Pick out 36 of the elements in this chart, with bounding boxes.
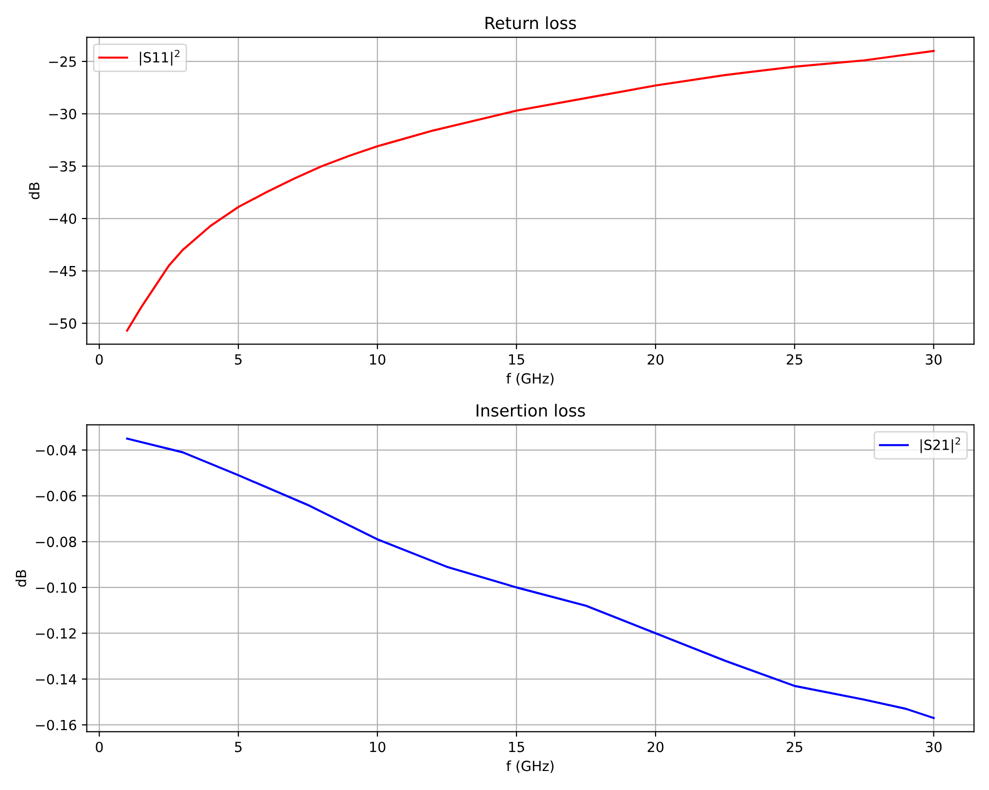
x-tick-label: 10	[370, 742, 386, 752]
y-tick-label: −0.14	[36, 674, 76, 685]
x-axis-title: f (GHz)	[506, 372, 554, 386]
x-tick-label: 30	[926, 742, 942, 752]
x-tick-label: 0	[96, 742, 103, 752]
x-tick-label: 20	[648, 354, 664, 365]
x-tick-label: 5	[235, 354, 242, 365]
x-tick-label: 25	[786, 354, 802, 365]
x-tick-label: 20	[648, 742, 664, 752]
legend-label: |S11|$^{2}$	[140, 50, 180, 66]
x-axis-title: f (GHz)	[506, 760, 554, 773]
y-tick-label: −25	[49, 56, 76, 67]
y-tick-label: −0.08	[36, 536, 76, 548]
x-tick-label: 15	[509, 354, 524, 365]
x-tick-label: 25	[786, 742, 802, 752]
y-tick-label: −35	[49, 161, 76, 172]
y-tick-label: −0.10	[36, 582, 76, 593]
legend-label: |S21|$^{2}$	[920, 437, 960, 454]
x-tick-label: 10	[370, 354, 386, 365]
y-axis-title: dB	[15, 570, 26, 587]
x-tick-label: 0	[96, 354, 103, 365]
y-tick-label: −0.12	[36, 628, 76, 639]
x-tick-label: 15	[509, 742, 524, 752]
x-tick-label: 30	[926, 354, 942, 365]
y-tick-label: −0.16	[36, 720, 76, 730]
chart-title: Return loss	[486, 16, 576, 30]
y-tick-label: −45	[49, 266, 76, 276]
y-tick-label: −30	[49, 108, 76, 120]
y-tick-label: −0.06	[36, 490, 76, 502]
chart-title: Insertion loss	[476, 404, 585, 417]
y-tick-label: −40	[49, 214, 76, 224]
y-tick-label: −0.04	[36, 444, 76, 456]
y-tick-label: −50	[49, 318, 76, 329]
line-series	[126, 50, 935, 332]
x-tick-label: 5	[235, 742, 242, 752]
y-axis-title: dB	[28, 182, 40, 200]
